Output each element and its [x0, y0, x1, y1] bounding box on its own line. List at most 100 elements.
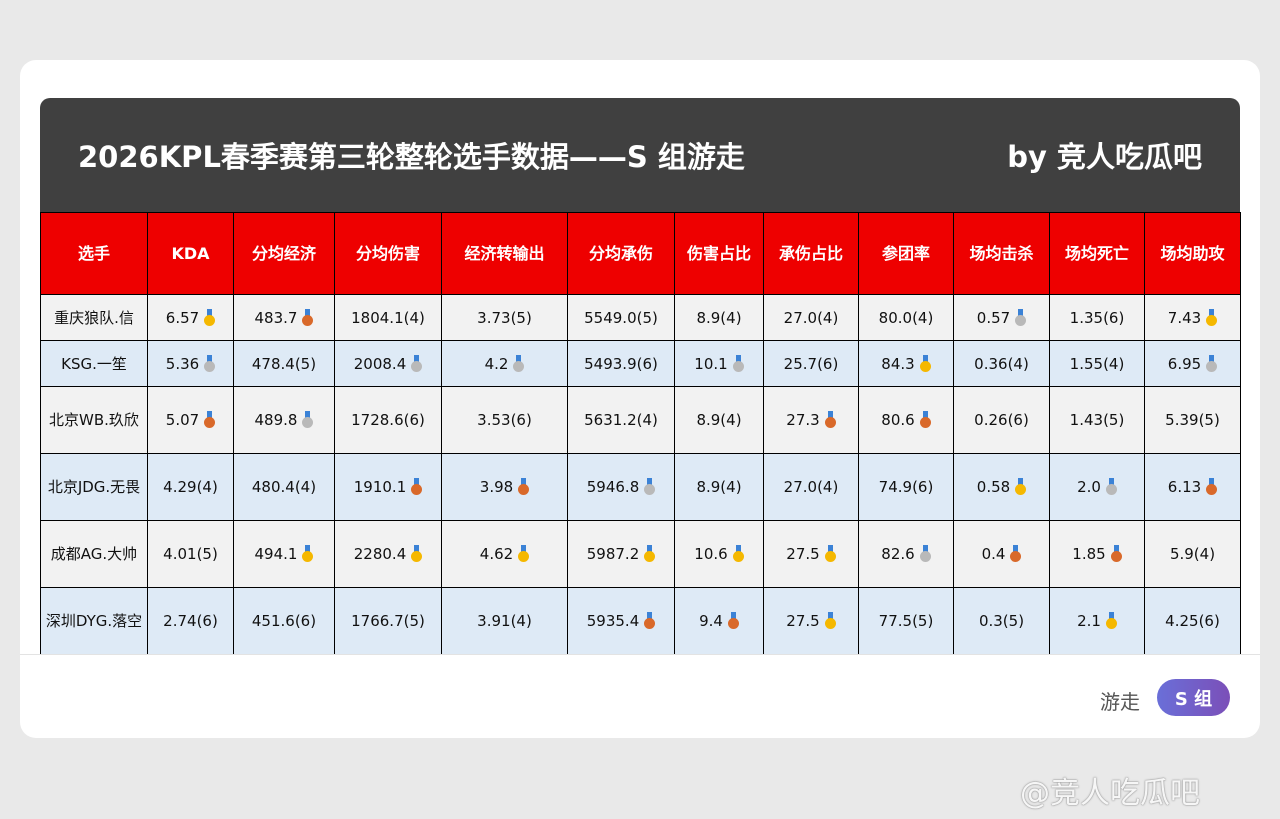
cell-value: 5493.9(6) [584, 354, 658, 373]
stat-cell: 2008.4 [334, 340, 442, 387]
stat-cell: 2280.4 [334, 520, 442, 588]
silver-medal-icon [1015, 308, 1027, 326]
gold-medal-icon [204, 308, 216, 326]
stat-cell: 2.0 [1049, 453, 1145, 521]
silver-medal-icon [513, 354, 525, 372]
cell-value: 5.36 [165, 354, 200, 373]
cell-value: 5987.2 [586, 545, 640, 563]
cell-value: 5.39(5) [1165, 411, 1220, 429]
column-header: 分均承伤 [567, 212, 675, 295]
stat-cell: 0.3(5) [953, 587, 1050, 655]
cell-value: 1.85 [1072, 545, 1106, 563]
cell-value: 80.6 [881, 411, 915, 429]
gold-medal-icon [824, 545, 836, 562]
stat-cell: 4.62 [441, 520, 568, 588]
cell-value: 5631.2(4) [584, 411, 658, 429]
stat-cell: 4.2 [441, 340, 568, 387]
stat-cell: 494.1 [233, 520, 335, 588]
cell-value: 27.0(4) [783, 308, 839, 327]
stat-cell: 5.39(5) [1144, 386, 1241, 454]
stat-cell: 8.9(4) [674, 294, 764, 341]
cell-value: 1766.7(5) [351, 612, 425, 630]
cell-value: 1728.6(6) [351, 411, 425, 429]
group-badge[interactable]: S 组 [1157, 679, 1230, 716]
cell-value: 6.95 [1167, 354, 1202, 373]
player-cell: KSG.一笙 [40, 340, 148, 387]
stat-cell: 5946.8 [567, 453, 675, 521]
bronze-medal-icon [204, 411, 216, 428]
stat-cell: 4.25(6) [1144, 587, 1241, 655]
silver-medal-icon [732, 354, 744, 372]
cell-value: 4.2 [484, 354, 509, 373]
silver-medal-icon [919, 545, 931, 562]
column-header: 伤害占比 [674, 212, 764, 295]
player-cell: 深圳DYG.落空 [40, 587, 148, 655]
stat-cell: 0.58 [953, 453, 1050, 521]
bronze-medal-icon [411, 478, 423, 495]
table-row: 重庆狼队.信 6.57 483.7 1804.1(4) 3.73(5) 5549.0(5)… [40, 294, 1241, 341]
cell-value: 4.01(5) [163, 545, 218, 563]
gold-medal-icon [302, 545, 314, 562]
gold-medal-icon [1206, 308, 1218, 326]
stat-cell: 5493.9(6) [567, 340, 675, 387]
cell-value: 6.13 [1167, 478, 1202, 496]
gold-medal-icon [518, 545, 530, 562]
stat-cell: 9.4 [674, 587, 764, 655]
table-row: 北京JDG.无畏 4.29(4) 480.4(4) 1910.1 3.98 5946.8 8… [40, 453, 1241, 521]
stat-cell: 0.4 [953, 520, 1050, 588]
cell-value: 84.3 [881, 354, 915, 373]
bronze-medal-icon [824, 411, 836, 428]
page-title: 2026KPL春季赛第三轮整轮选手数据——S 组游走 [78, 140, 745, 174]
stat-cell: 82.6 [858, 520, 954, 588]
cell-value: 重庆狼队.信 [54, 308, 134, 327]
stat-cell: 84.3 [858, 340, 954, 387]
silver-medal-icon [204, 354, 216, 372]
stat-cell: 5987.2 [567, 520, 675, 588]
column-header: 参团率 [858, 212, 954, 295]
stat-cell: 483.7 [233, 294, 335, 341]
column-header: 场均助攻 [1144, 212, 1241, 295]
table-header-row: 选手 KDA 分均经济 分均伤害 经济转输出 分均承伤 伤害占比 承伤占比 参团率 场均击杀 场均死… [40, 212, 1241, 295]
gold-medal-icon [824, 612, 836, 629]
table-row: 北京WB.玖欣 5.07 489.8 1728.6(6) 3.53(6) 5631.2(4… [40, 386, 1241, 454]
stat-cell: 1766.7(5) [334, 587, 442, 655]
stat-cell: 27.5 [763, 520, 859, 588]
stat-cell: 3.73(5) [441, 294, 568, 341]
stat-cell: 2.1 [1049, 587, 1145, 655]
stat-cell: 6.95 [1144, 340, 1241, 387]
cell-value: 6.57 [165, 308, 200, 327]
gold-medal-icon [644, 545, 656, 562]
stat-cell: 1728.6(6) [334, 386, 442, 454]
cell-value: 5946.8 [586, 478, 640, 496]
column-header: 分均伤害 [334, 212, 442, 295]
stat-cell: 10.1 [674, 340, 764, 387]
silver-medal-icon [644, 478, 656, 495]
stat-cell: 5.9(4) [1144, 520, 1241, 588]
divider [20, 654, 1260, 655]
cell-value: 5.07 [165, 411, 200, 429]
bronze-medal-icon [1110, 545, 1122, 562]
stat-cell: 489.8 [233, 386, 335, 454]
bronze-medal-icon [919, 411, 931, 428]
stat-cell: 77.5(5) [858, 587, 954, 655]
cell-value: 489.8 [254, 411, 298, 429]
cell-value: 478.4(5) [251, 354, 317, 373]
bronze-medal-icon [518, 478, 530, 495]
cell-value: 27.5 [786, 545, 820, 563]
stat-cell: 5935.4 [567, 587, 675, 655]
cell-value: 2.0 [1077, 478, 1101, 496]
cell-value: 9.4 [699, 612, 723, 630]
cell-value: 80.0(4) [878, 308, 934, 327]
stat-cell: 27.0(4) [763, 453, 859, 521]
stat-cell: 8.9(4) [674, 453, 764, 521]
table-row: 深圳DYG.落空 2.74(6) 451.6(6) 1766.7(5) 3.91(4) 5… [40, 587, 1241, 655]
stat-cell: 1804.1(4) [334, 294, 442, 341]
cell-value: 3.91(4) [477, 612, 532, 630]
cell-value: 成都AG.大帅 [50, 545, 138, 563]
cell-value: 2.74(6) [163, 612, 218, 630]
cell-value: 1910.1 [353, 478, 407, 496]
column-header: 场均死亡 [1049, 212, 1145, 295]
bronze-medal-icon [1010, 545, 1022, 562]
cell-value: 27.5 [786, 612, 820, 630]
stat-cell: 5.36 [147, 340, 234, 387]
